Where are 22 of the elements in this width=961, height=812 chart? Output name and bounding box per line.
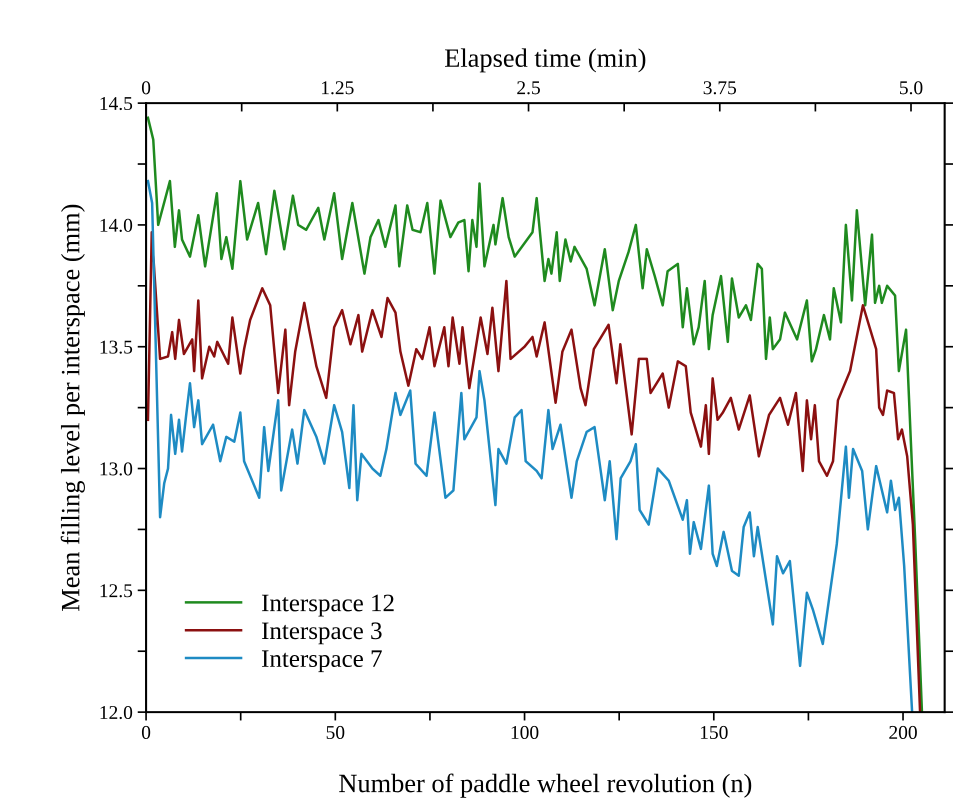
x2-tick-label: 0 <box>142 81 150 94</box>
legend-label: Interspace 7 <box>262 650 382 672</box>
x-tick-label: 200 <box>889 726 917 739</box>
y-tick-label: 14.5 <box>100 97 132 110</box>
x-tick-label: 0 <box>142 726 150 739</box>
x-tick-label: 100 <box>512 726 538 739</box>
x2-tick-label: 5.0 <box>900 81 922 94</box>
y-tick-label: 13.0 <box>100 462 132 476</box>
y-axis-title: Mean filling level per interspace (mm) <box>60 204 85 611</box>
y-tick-label: 12.5 <box>100 584 132 598</box>
x-tick-label: 50 <box>326 726 344 739</box>
legend-label: Interspace 3 <box>262 622 382 644</box>
x2-tick-label: 3.75 <box>704 81 736 94</box>
x2-tick-label: 1.25 <box>322 81 354 94</box>
x-axis-title: Number of paddle wheel revolution (n) <box>339 774 752 798</box>
y-tick-label: 12.0 <box>100 706 132 720</box>
y-tick-label: 13.5 <box>100 340 132 354</box>
x2-tick-label: 2.5 <box>517 81 540 94</box>
x-tick-label: 150 <box>700 726 728 739</box>
x2-axis-title: Elapsed time (min) <box>444 48 646 72</box>
y-tick-label: 14.0 <box>100 218 132 232</box>
legend-label: Interspace 12 <box>262 594 394 616</box>
